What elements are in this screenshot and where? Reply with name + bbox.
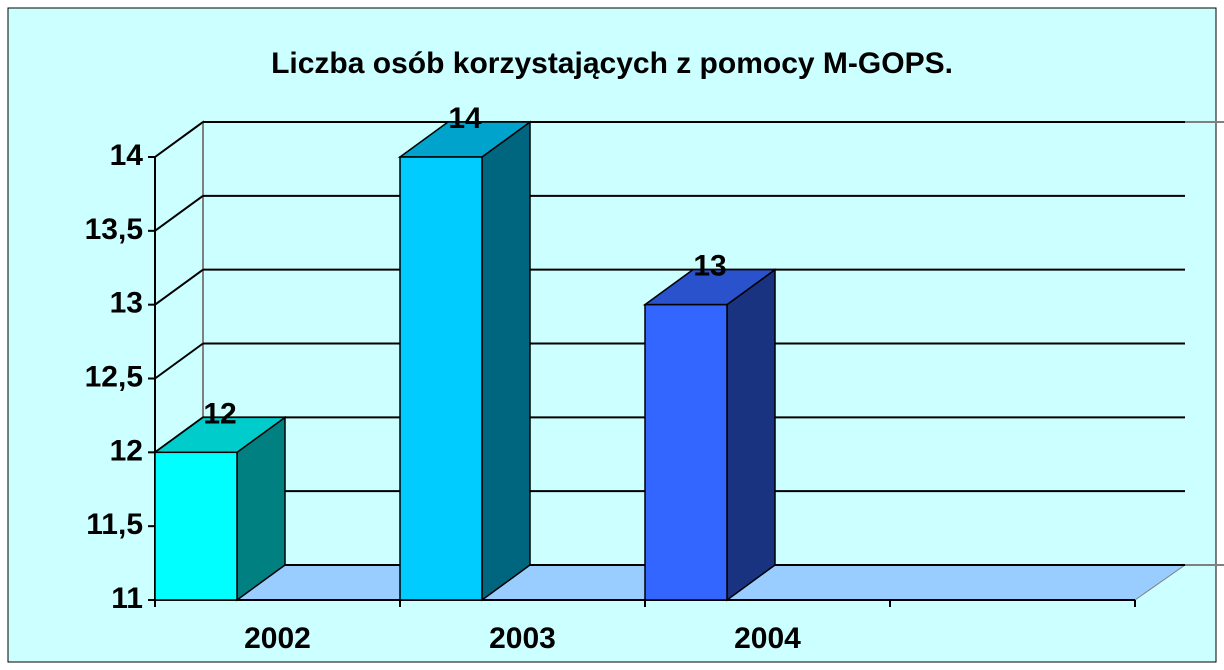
bar [399, 156, 483, 601]
grid-line [154, 268, 204, 306]
data-label: 14 [448, 102, 482, 135]
grid-line [154, 121, 204, 158]
grid-line [154, 195, 204, 232]
data-label: 13 [693, 250, 726, 283]
x-tick-label: 2004 [734, 622, 801, 655]
bar-side [726, 268, 776, 602]
y-tick-label: 14 [110, 139, 144, 172]
y-tick-label: 13 [110, 287, 143, 320]
bar [644, 303, 728, 601]
chart-title: Liczba osób korzystających z pomocy M-GO… [271, 47, 953, 80]
grid-line [154, 342, 204, 380]
bar-side [481, 120, 531, 602]
x-tick-label: 2003 [489, 622, 556, 655]
y-tick-label: 11 [111, 582, 143, 615]
y-tick-label: 13,5 [85, 213, 143, 246]
y-tick-label: 12 [110, 434, 143, 467]
y-tick-label: 12,5 [85, 360, 143, 393]
x-tick-label: 2002 [244, 622, 311, 655]
y-tick-label: 11,5 [86, 508, 143, 541]
data-label: 12 [203, 397, 236, 430]
bar [154, 451, 238, 601]
